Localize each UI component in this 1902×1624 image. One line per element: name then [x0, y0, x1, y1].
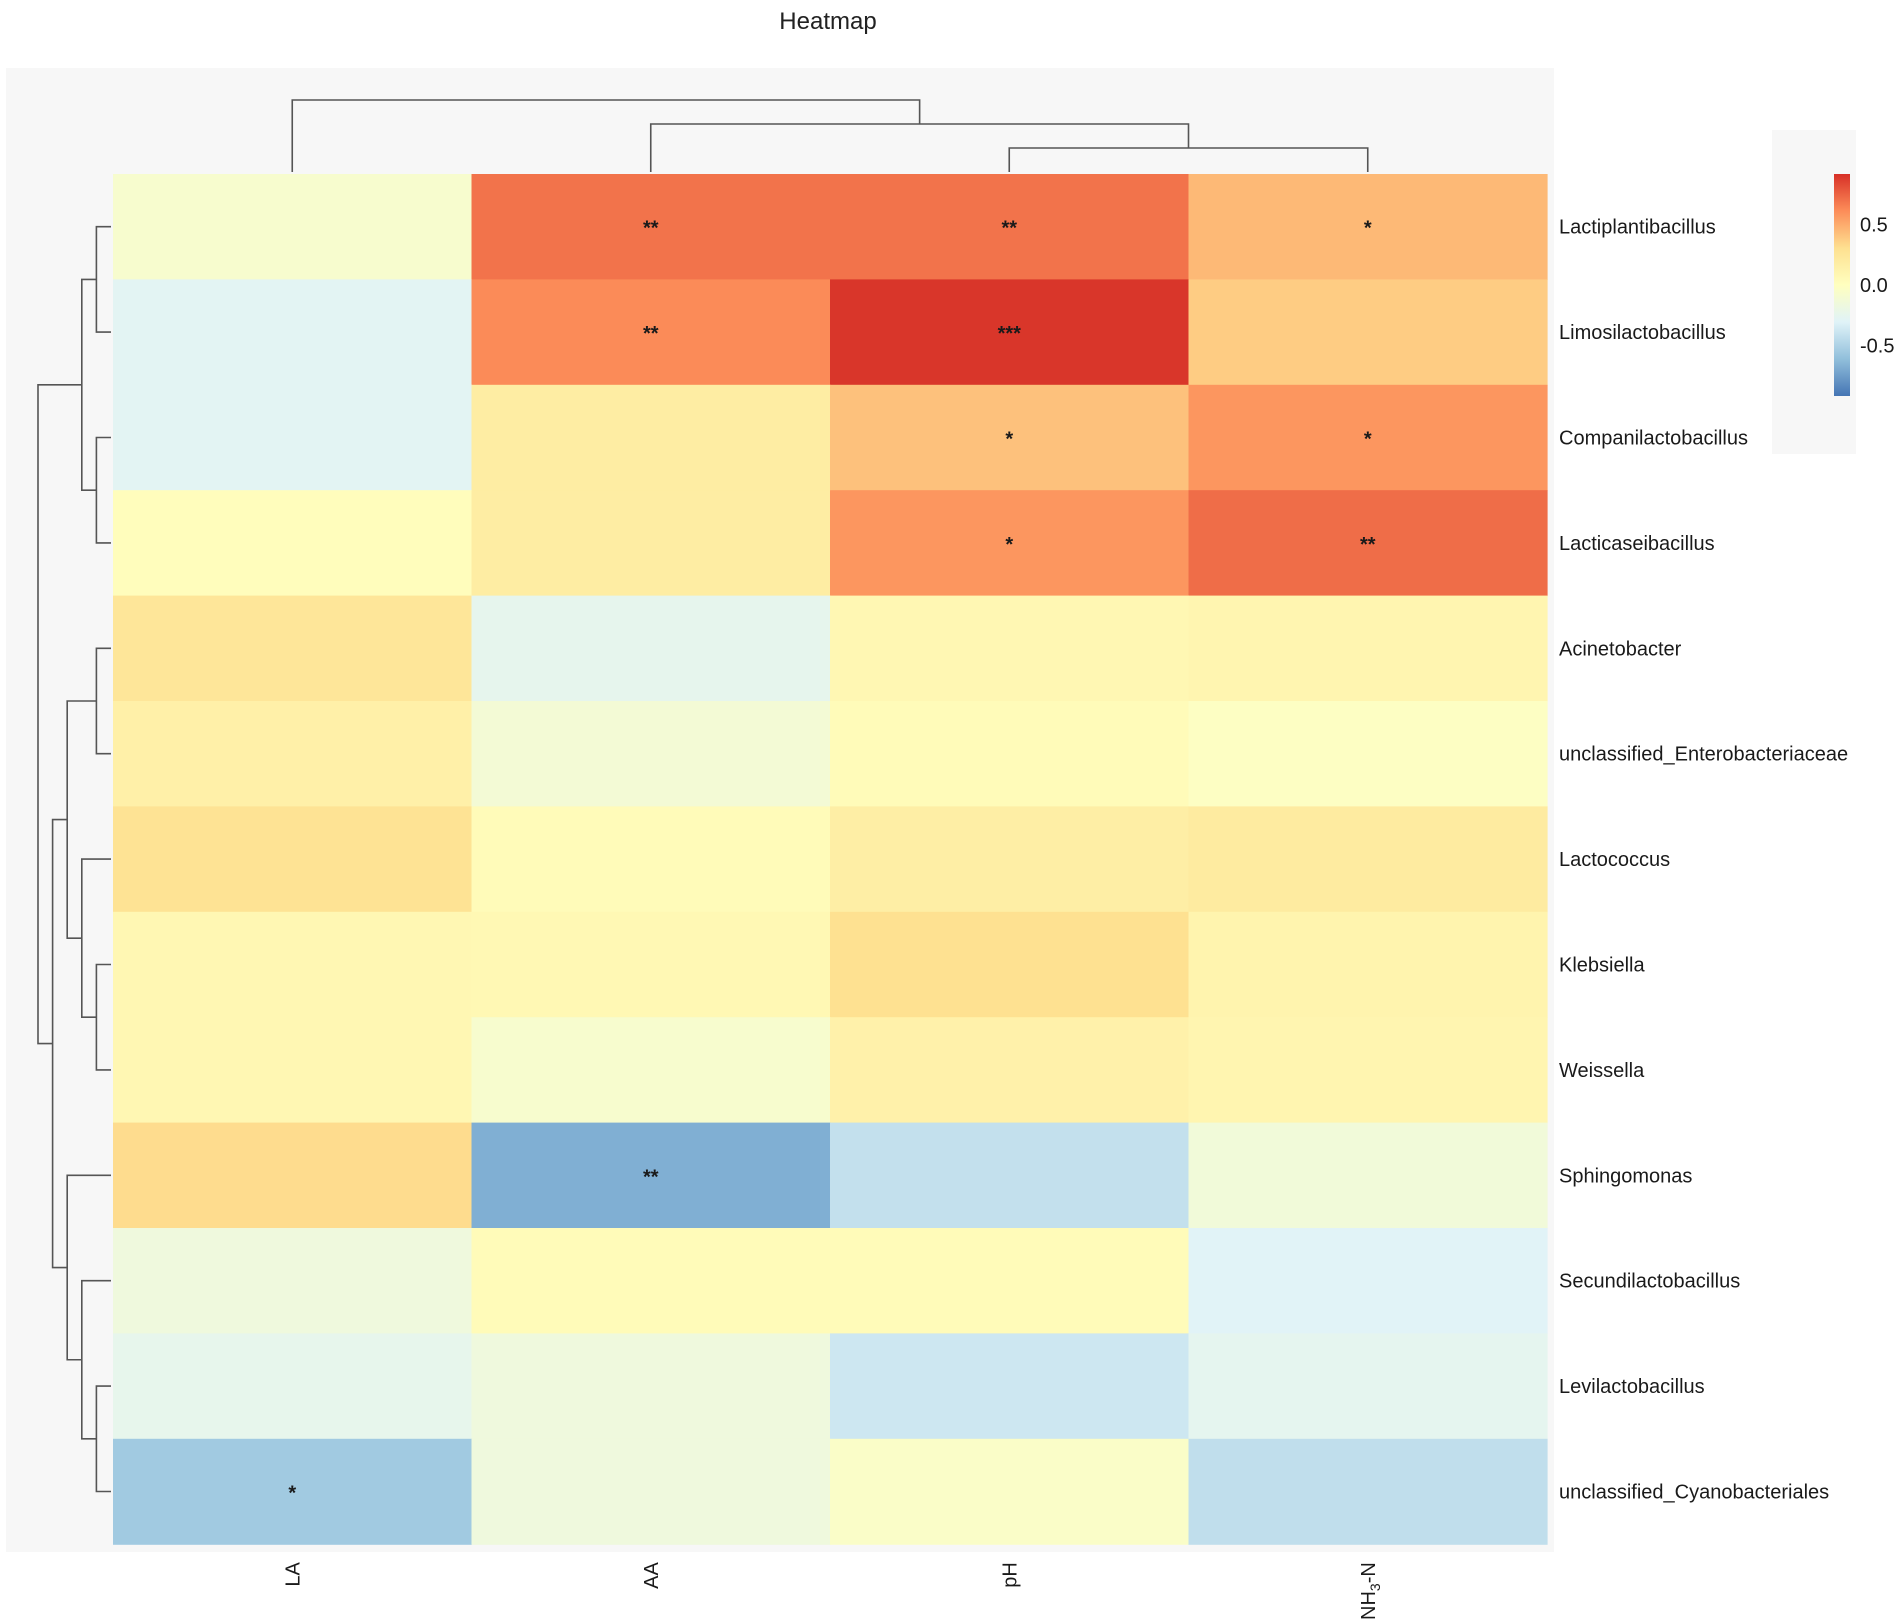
- heatmap-cell: [830, 1122, 1190, 1229]
- heatmap-cell: [1188, 1438, 1548, 1545]
- heatmap-cell: [113, 1017, 473, 1124]
- heatmap-cell: [113, 701, 473, 807]
- significance-label: **: [643, 1166, 659, 1188]
- heatmap-cell: [830, 1438, 1190, 1545]
- significance-label: **: [643, 323, 659, 345]
- heatmap-cell: [830, 174, 1190, 280]
- heatmap-cell: [113, 1228, 473, 1334]
- heatmap-cell: [471, 384, 831, 491]
- colorbar-legend: 0.5 0.0 -0.5: [1834, 174, 1894, 396]
- row-label: Klebsiella: [1559, 955, 1645, 977]
- heatmap-cell: [471, 1438, 831, 1545]
- column-labels: LA AA pH NH3-N: [282, 1562, 1383, 1620]
- heatmap-cell: [471, 1333, 831, 1440]
- heatmap-cell: [113, 1122, 473, 1229]
- significance-label: **: [1360, 534, 1376, 556]
- row-labels: Lactiplantibacillus Limosilactobacillus Co…: [1559, 217, 1848, 1504]
- significance-label: *: [1005, 534, 1013, 556]
- heatmap-cell: [1188, 701, 1548, 807]
- significance-label: **: [643, 218, 659, 240]
- significance-label: *: [1364, 218, 1372, 240]
- heatmap-cell: [1188, 174, 1548, 280]
- row-label: Companilactobacillus: [1559, 428, 1748, 450]
- heatmap-cell: [830, 279, 1190, 386]
- column-label: pH: [999, 1562, 1021, 1588]
- heatmap-cell: [113, 490, 473, 597]
- heatmap-cell: [830, 806, 1190, 913]
- heatmap-cell: [1188, 490, 1548, 597]
- row-label: Weissella: [1559, 1060, 1645, 1082]
- heatmap-cell: [113, 279, 473, 386]
- significance-marks: ** ** *** **** ** *****: [288, 218, 1375, 1505]
- row-dendrogram-branch: [37, 384, 82, 1045]
- row-label: Lactiplantibacillus: [1559, 217, 1716, 239]
- heatmap-cell: [830, 701, 1190, 807]
- heatmap-cell: [830, 911, 1190, 1018]
- heatmap-cells: [113, 174, 1548, 1545]
- chart-title: Heatmap: [779, 8, 877, 35]
- heatmap-cell: [471, 701, 831, 807]
- heatmap-cell: [830, 1017, 1190, 1124]
- significance-label: *: [288, 1483, 296, 1505]
- heatmap-cell: [1188, 384, 1548, 491]
- colorbar-tick-label: 0.0: [1860, 275, 1888, 297]
- row-label: Acinetobacter: [1559, 638, 1682, 660]
- heatmap-cell: [830, 1333, 1190, 1440]
- significance-label: **: [1001, 218, 1017, 240]
- heatmap-cell: [1188, 1017, 1548, 1124]
- heatmap-cell: [1188, 911, 1548, 1018]
- row-label: Limosilactobacillus: [1559, 322, 1726, 344]
- heatmap-cell: [471, 174, 831, 280]
- heatmap-cell: [113, 1333, 473, 1440]
- significance-label: *: [1364, 429, 1372, 451]
- heatmap-cell: [471, 1122, 831, 1229]
- row-label: unclassified_Enterobacteriaceae: [1559, 744, 1848, 766]
- heatmap-cell: [830, 384, 1190, 491]
- row-label: Lactococcus: [1559, 849, 1670, 871]
- heatmap-cell: [1188, 1122, 1548, 1229]
- row-label: Secundilactobacillus: [1559, 1271, 1740, 1293]
- heatmap-cell: [113, 384, 473, 491]
- heatmap-cell: [471, 279, 831, 386]
- heatmap-cell: [1188, 279, 1548, 386]
- heatmap-cell: [1188, 1333, 1548, 1440]
- column-label: NH3-N: [1358, 1562, 1383, 1620]
- colorbar-tick-label: -0.5: [1860, 335, 1894, 357]
- column-label: LA: [282, 1562, 304, 1587]
- heatmap-cell: [113, 911, 473, 1018]
- heatmap-cell: [113, 174, 473, 280]
- heatmap-cell: [113, 595, 473, 702]
- column-dendrogram: [291, 99, 1369, 172]
- heatmap-cell: [830, 1228, 1190, 1334]
- significance-label: ***: [998, 323, 1022, 345]
- row-label: Sphingomonas: [1559, 1165, 1692, 1187]
- significance-label: *: [1005, 429, 1013, 451]
- heatmap-cell: [1188, 806, 1548, 913]
- row-label: unclassified_Cyanobacteriales: [1559, 1482, 1829, 1504]
- column-label: AA: [641, 1562, 663, 1589]
- colorbar-tick-label: 0.5: [1860, 215, 1888, 237]
- row-dendrogram: [37, 225, 111, 1493]
- heatmap-cell: [471, 806, 831, 913]
- heatmap-cell: [830, 595, 1190, 702]
- heatmap-cell: [113, 1438, 473, 1545]
- heatmap-cell: [1188, 1228, 1548, 1334]
- column-dendrogram-branch: [291, 99, 921, 172]
- colorbar-gradient: [1834, 174, 1850, 396]
- heatmap-cell: [830, 490, 1190, 597]
- heatmap-cell: [113, 806, 473, 913]
- row-label: Lacticaseibacillus: [1559, 533, 1715, 555]
- heatmap-cell: [1188, 595, 1548, 702]
- heatmap-cell: [471, 490, 831, 597]
- heatmap-cell: [471, 595, 831, 702]
- heatmap-cell: [471, 1017, 831, 1124]
- heatmap-cell: [471, 911, 831, 1018]
- heatmap-cell: [471, 1228, 831, 1334]
- row-label: Levilactobacillus: [1559, 1376, 1705, 1398]
